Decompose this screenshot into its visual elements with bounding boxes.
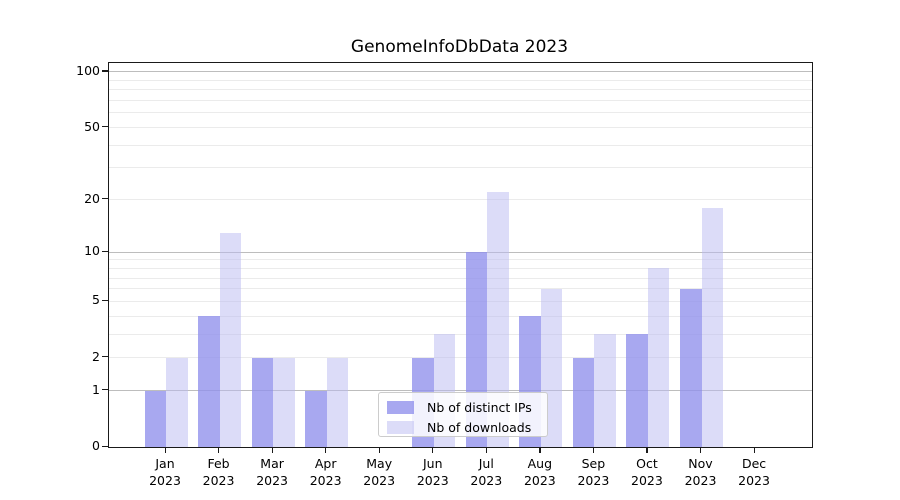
legend-label-downloads: Nb of downloads: [427, 419, 532, 435]
legend: Nb of distinct IPs Nb of downloads: [378, 392, 548, 437]
y-tick-label: 50: [84, 118, 100, 134]
y-tick-label: 5: [92, 292, 100, 308]
y-tick-mark: [102, 299, 109, 302]
gridline-minor: [109, 112, 812, 114]
legend-swatch-downloads-icon: [387, 420, 414, 434]
bar-distinct-ips-mar: [251, 357, 274, 447]
legend-swatch-distinct-ips-icon: [387, 400, 414, 414]
gridline-major: [109, 390, 812, 392]
bar-downloads-jul: [487, 192, 509, 447]
x-tick-mark: [218, 447, 220, 453]
y-tick-label: 100: [76, 62, 100, 78]
legend-item-downloads: Nb of downloads: [387, 418, 547, 436]
bar-distinct-ips-oct: [626, 334, 648, 447]
x-tick-label: Apr 2023: [309, 456, 342, 488]
y-tick-label: 20: [84, 190, 100, 206]
x-tick-mark: [485, 447, 487, 453]
x-tick-label: Jun 2023: [416, 456, 449, 488]
y-tick-mark: [102, 445, 109, 447]
y-tick-label: 0: [92, 438, 100, 453]
bar-downloads-mar: [273, 357, 295, 447]
x-tick-mark: [539, 447, 541, 453]
bar-distinct-ips-apr: [305, 390, 327, 447]
gridline-minor: [109, 199, 812, 201]
gridline-minor: [109, 300, 812, 302]
bar-distinct-ips-jan: [144, 390, 166, 447]
y-tick-mark: [102, 356, 109, 358]
gridline-major: [109, 71, 812, 73]
bar-downloads-sep: [594, 334, 616, 447]
x-tick-label: Dec 2023: [738, 456, 770, 488]
gridline-minor: [109, 315, 812, 317]
gridline-minor: [109, 79, 812, 81]
gridline-major: [109, 251, 812, 253]
x-tick-mark: [592, 447, 595, 453]
y-tick-mark: [102, 250, 109, 252]
bar-distinct-ips-nov: [680, 288, 702, 447]
x-tick-mark: [646, 447, 648, 453]
x-tick-mark: [164, 447, 166, 453]
y-tick-label: 2: [92, 348, 100, 364]
gridline-minor: [109, 89, 812, 91]
gridline-minor: [109, 127, 812, 128]
bar-distinct-ips-feb: [198, 316, 220, 447]
plot-area: [108, 62, 813, 448]
x-tick-label: Sep 2023: [577, 456, 610, 488]
x-tick-label: Jan 2023: [149, 456, 181, 488]
bar-downloads-oct: [647, 268, 670, 447]
x-tick-label: Oct 2023: [631, 456, 663, 488]
legend-label-distinct-ips: Nb of distinct IPs: [427, 399, 532, 415]
gridline-minor: [109, 277, 812, 279]
y-tick-label: 1: [92, 381, 100, 397]
bar-distinct-ips-sep: [572, 357, 595, 447]
x-tick-label: Nov 2023: [684, 456, 717, 488]
legend-item-distinct-ips: Nb of distinct IPs: [387, 398, 547, 416]
x-tick-mark: [700, 447, 702, 453]
gridline-minor: [109, 259, 812, 261]
x-tick-mark: [753, 447, 755, 453]
y-tick-label: 10: [84, 243, 100, 259]
y-tick-mark: [102, 198, 109, 200]
gridline-minor: [109, 167, 812, 169]
gridline-minor: [109, 100, 812, 102]
x-tick-mark: [378, 447, 380, 453]
x-tick-mark: [325, 447, 327, 453]
x-tick-label: Mar 2023: [256, 456, 288, 488]
y-tick-mark: [102, 126, 109, 128]
bar-downloads-apr: [326, 357, 349, 447]
gridline-minor: [109, 333, 812, 335]
bar-downloads-nov: [701, 207, 723, 447]
x-tick-label: Jul 2023: [470, 456, 503, 488]
y-tick-mark: [102, 389, 109, 391]
x-tick-mark: [432, 447, 434, 453]
x-tick-mark: [271, 447, 273, 453]
bar-downloads-feb: [219, 232, 242, 447]
bar-downloads-jan: [166, 357, 188, 447]
gridline-minor: [109, 357, 812, 359]
y-tick-mark: [102, 70, 109, 72]
x-tick-label: May 2023: [363, 456, 396, 488]
chart-title: GenomeInfoDbData 2023: [350, 37, 569, 57]
gridline-minor: [109, 288, 812, 290]
gridline-minor: [109, 144, 812, 146]
x-tick-label: Feb 2023: [202, 456, 235, 488]
gridline-minor: [109, 267, 812, 269]
x-tick-label: Aug 2023: [523, 456, 556, 488]
